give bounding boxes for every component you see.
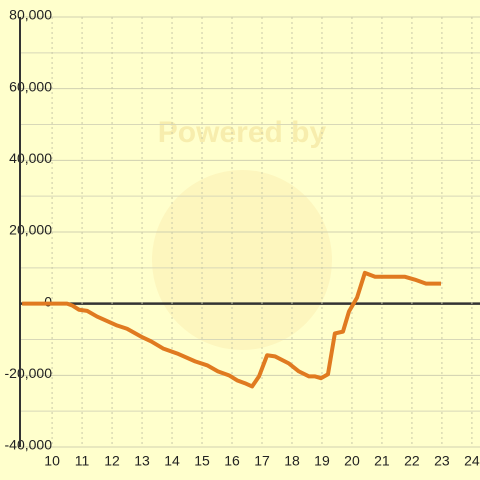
y-tick-label: -40,000 <box>5 437 53 453</box>
x-tick-label: 23 <box>434 453 450 469</box>
y-tick-label: -20,000 <box>5 365 53 381</box>
x-tick-label: 14 <box>164 453 180 469</box>
data-line <box>22 270 442 389</box>
y-tick-label: 60,000 <box>9 78 52 94</box>
x-tick-label: 11 <box>75 453 90 469</box>
x-tick-label: 19 <box>314 453 330 469</box>
x-tick-label: 10 <box>44 453 60 469</box>
x-tick-label: 18 <box>284 453 300 469</box>
watermark-logo <box>152 170 332 350</box>
y-tick-label: 40,000 <box>9 150 52 166</box>
x-tick-label: 15 <box>194 453 210 469</box>
y-tick-label: 0 <box>44 293 52 309</box>
x-tick-label: 16 <box>224 453 240 469</box>
watermark: Powered by <box>158 116 327 149</box>
x-tick-label: 22 <box>404 453 420 469</box>
x-tick-label: 21 <box>374 453 390 469</box>
x-tick-label: 13 <box>134 453 150 469</box>
x-tick-label: 24 <box>464 453 480 469</box>
x-tick-label: 17 <box>254 453 270 469</box>
y-tick-label: 80,000 <box>9 7 52 23</box>
y-tick-label: 20,000 <box>9 222 52 238</box>
x-tick-label: 20 <box>344 453 360 469</box>
x-tick-label: 12 <box>104 453 120 469</box>
